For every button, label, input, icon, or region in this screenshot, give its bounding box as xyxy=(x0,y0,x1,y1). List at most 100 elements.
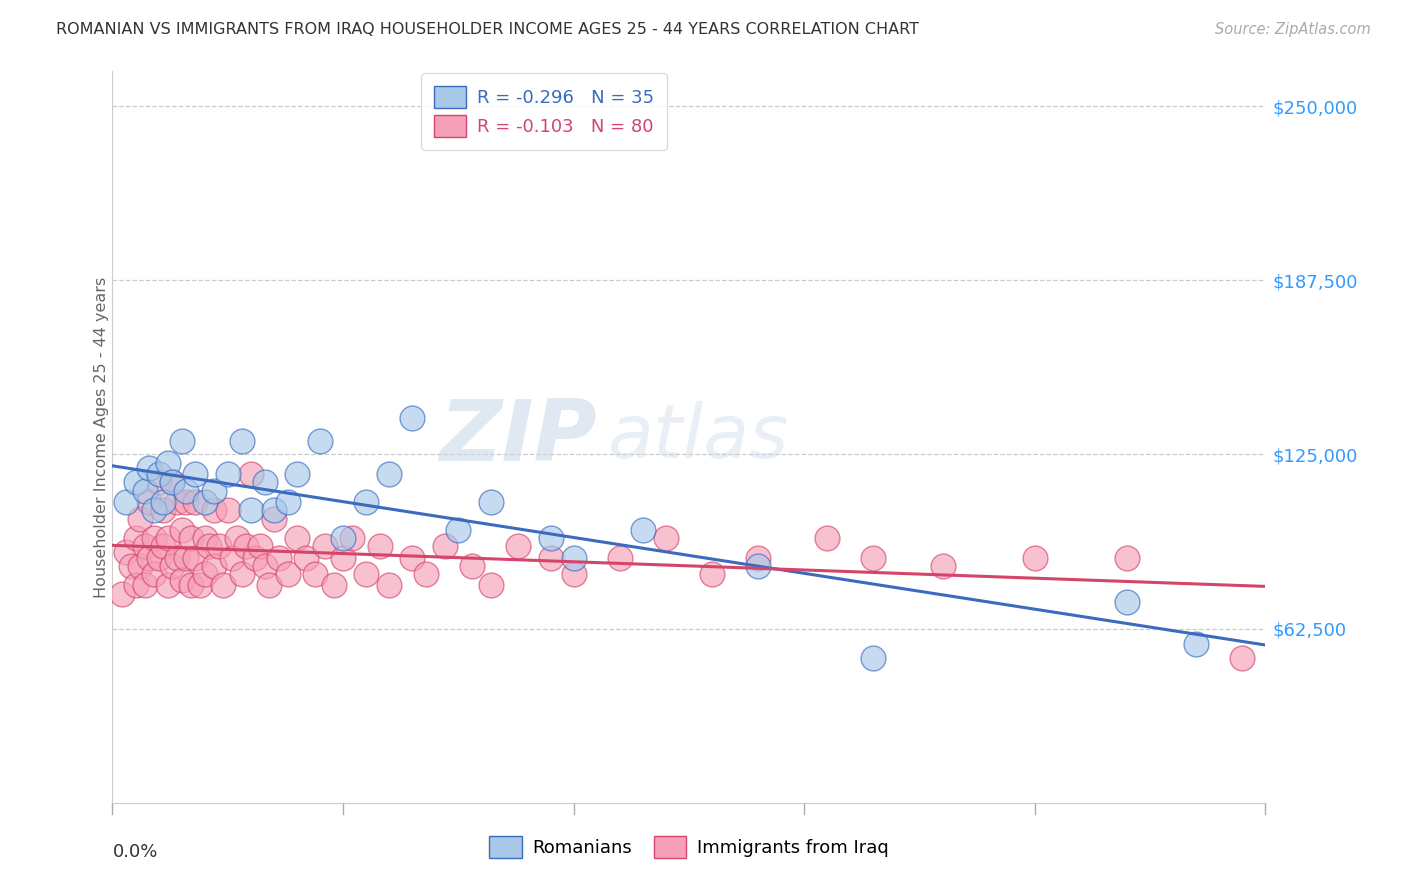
Point xyxy=(1116,550,1139,565)
Point xyxy=(540,531,562,545)
Point xyxy=(433,540,456,554)
Point xyxy=(170,434,193,448)
Point xyxy=(631,523,654,537)
Point xyxy=(295,550,318,565)
Point xyxy=(368,540,391,554)
Point xyxy=(342,531,364,545)
Point xyxy=(184,495,207,509)
Point xyxy=(198,540,221,554)
Point xyxy=(655,531,678,545)
Text: 0.0%: 0.0% xyxy=(112,843,157,861)
Point xyxy=(378,467,401,481)
Point xyxy=(115,495,138,509)
Point xyxy=(747,558,769,573)
Point xyxy=(562,567,585,582)
Point xyxy=(245,550,267,565)
Point xyxy=(138,461,160,475)
Point xyxy=(253,475,276,490)
Point xyxy=(239,467,262,481)
Point xyxy=(747,550,769,565)
Point xyxy=(221,550,243,565)
Point xyxy=(447,523,470,537)
Point xyxy=(115,545,138,559)
Point xyxy=(263,511,285,525)
Point xyxy=(508,540,530,554)
Point xyxy=(239,503,262,517)
Point xyxy=(815,531,838,545)
Text: Source: ZipAtlas.com: Source: ZipAtlas.com xyxy=(1215,22,1371,37)
Point xyxy=(134,483,156,498)
Point xyxy=(277,495,299,509)
Point xyxy=(931,558,953,573)
Point xyxy=(354,567,377,582)
Point xyxy=(378,578,401,592)
Point xyxy=(277,567,299,582)
Point xyxy=(148,550,170,565)
Point xyxy=(267,550,290,565)
Point xyxy=(231,434,253,448)
Point xyxy=(253,558,276,573)
Point xyxy=(111,587,134,601)
Point xyxy=(212,578,235,592)
Point xyxy=(202,483,225,498)
Point xyxy=(138,550,160,565)
Legend: Romanians, Immigrants from Iraq: Romanians, Immigrants from Iraq xyxy=(479,827,898,867)
Point xyxy=(332,531,354,545)
Point xyxy=(170,523,193,537)
Point xyxy=(156,578,179,592)
Point xyxy=(124,475,146,490)
Point xyxy=(184,467,207,481)
Point xyxy=(354,495,377,509)
Point xyxy=(148,467,170,481)
Point xyxy=(304,567,326,582)
Point xyxy=(259,578,281,592)
Point xyxy=(862,550,884,565)
Text: atlas: atlas xyxy=(609,401,790,473)
Point xyxy=(134,578,156,592)
Point xyxy=(249,540,271,554)
Point xyxy=(170,573,193,587)
Point xyxy=(166,495,188,509)
Point xyxy=(207,540,229,554)
Point xyxy=(166,550,188,565)
Point xyxy=(401,550,423,565)
Point xyxy=(152,540,174,554)
Point xyxy=(174,495,197,509)
Point xyxy=(461,558,484,573)
Point xyxy=(1185,637,1208,651)
Point xyxy=(285,531,308,545)
Point xyxy=(184,550,207,565)
Point xyxy=(415,567,437,582)
Point xyxy=(231,567,253,582)
Point xyxy=(226,531,249,545)
Text: ZIP: ZIP xyxy=(439,395,596,479)
Point xyxy=(148,475,170,490)
Point xyxy=(162,558,184,573)
Point xyxy=(479,578,502,592)
Point xyxy=(217,467,239,481)
Point xyxy=(174,550,197,565)
Point xyxy=(188,578,211,592)
Point xyxy=(152,495,174,509)
Y-axis label: Householder Income Ages 25 - 44 years: Householder Income Ages 25 - 44 years xyxy=(94,277,108,598)
Point xyxy=(479,495,502,509)
Point xyxy=(162,475,184,490)
Point xyxy=(609,550,631,565)
Point xyxy=(540,550,562,565)
Point xyxy=(401,411,423,425)
Point xyxy=(124,578,146,592)
Point xyxy=(862,651,884,665)
Point xyxy=(129,511,152,525)
Point xyxy=(124,531,146,545)
Point xyxy=(217,503,239,517)
Point xyxy=(314,540,336,554)
Point xyxy=(202,503,225,517)
Point xyxy=(309,434,332,448)
Point xyxy=(129,558,152,573)
Point xyxy=(138,495,160,509)
Point xyxy=(156,531,179,545)
Point xyxy=(162,475,184,490)
Point xyxy=(285,467,308,481)
Point xyxy=(332,550,354,565)
Point xyxy=(1232,651,1254,665)
